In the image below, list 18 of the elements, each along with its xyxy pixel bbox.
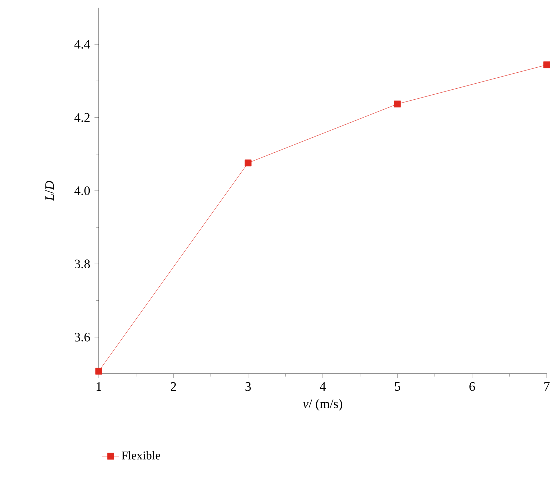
point	[96, 368, 102, 375]
x-axis-title: v/ (m/s)	[303, 399, 342, 412]
x-tick-label: 5	[395, 382, 400, 392]
x-tick-label: 1	[96, 382, 102, 391]
point	[544, 62, 550, 68]
x-tick-label: 6	[470, 382, 476, 392]
y-tick-label: 4.4	[74, 40, 90, 49]
y-tick-label: 4.0	[74, 186, 90, 196]
x-tick-label: 7	[544, 382, 550, 391]
legend-label: Flexible	[122, 451, 160, 460]
x-tick-label: 4	[320, 382, 326, 391]
x-tick-label: 3	[246, 382, 252, 392]
point	[394, 100, 402, 108]
y-tick-label: 3.6	[75, 333, 90, 342]
y-tick-label: 3.8	[75, 260, 90, 269]
point	[244, 160, 252, 167]
y-tick-label: 4.2	[74, 113, 90, 122]
x-tick-label: 2	[171, 382, 176, 391]
